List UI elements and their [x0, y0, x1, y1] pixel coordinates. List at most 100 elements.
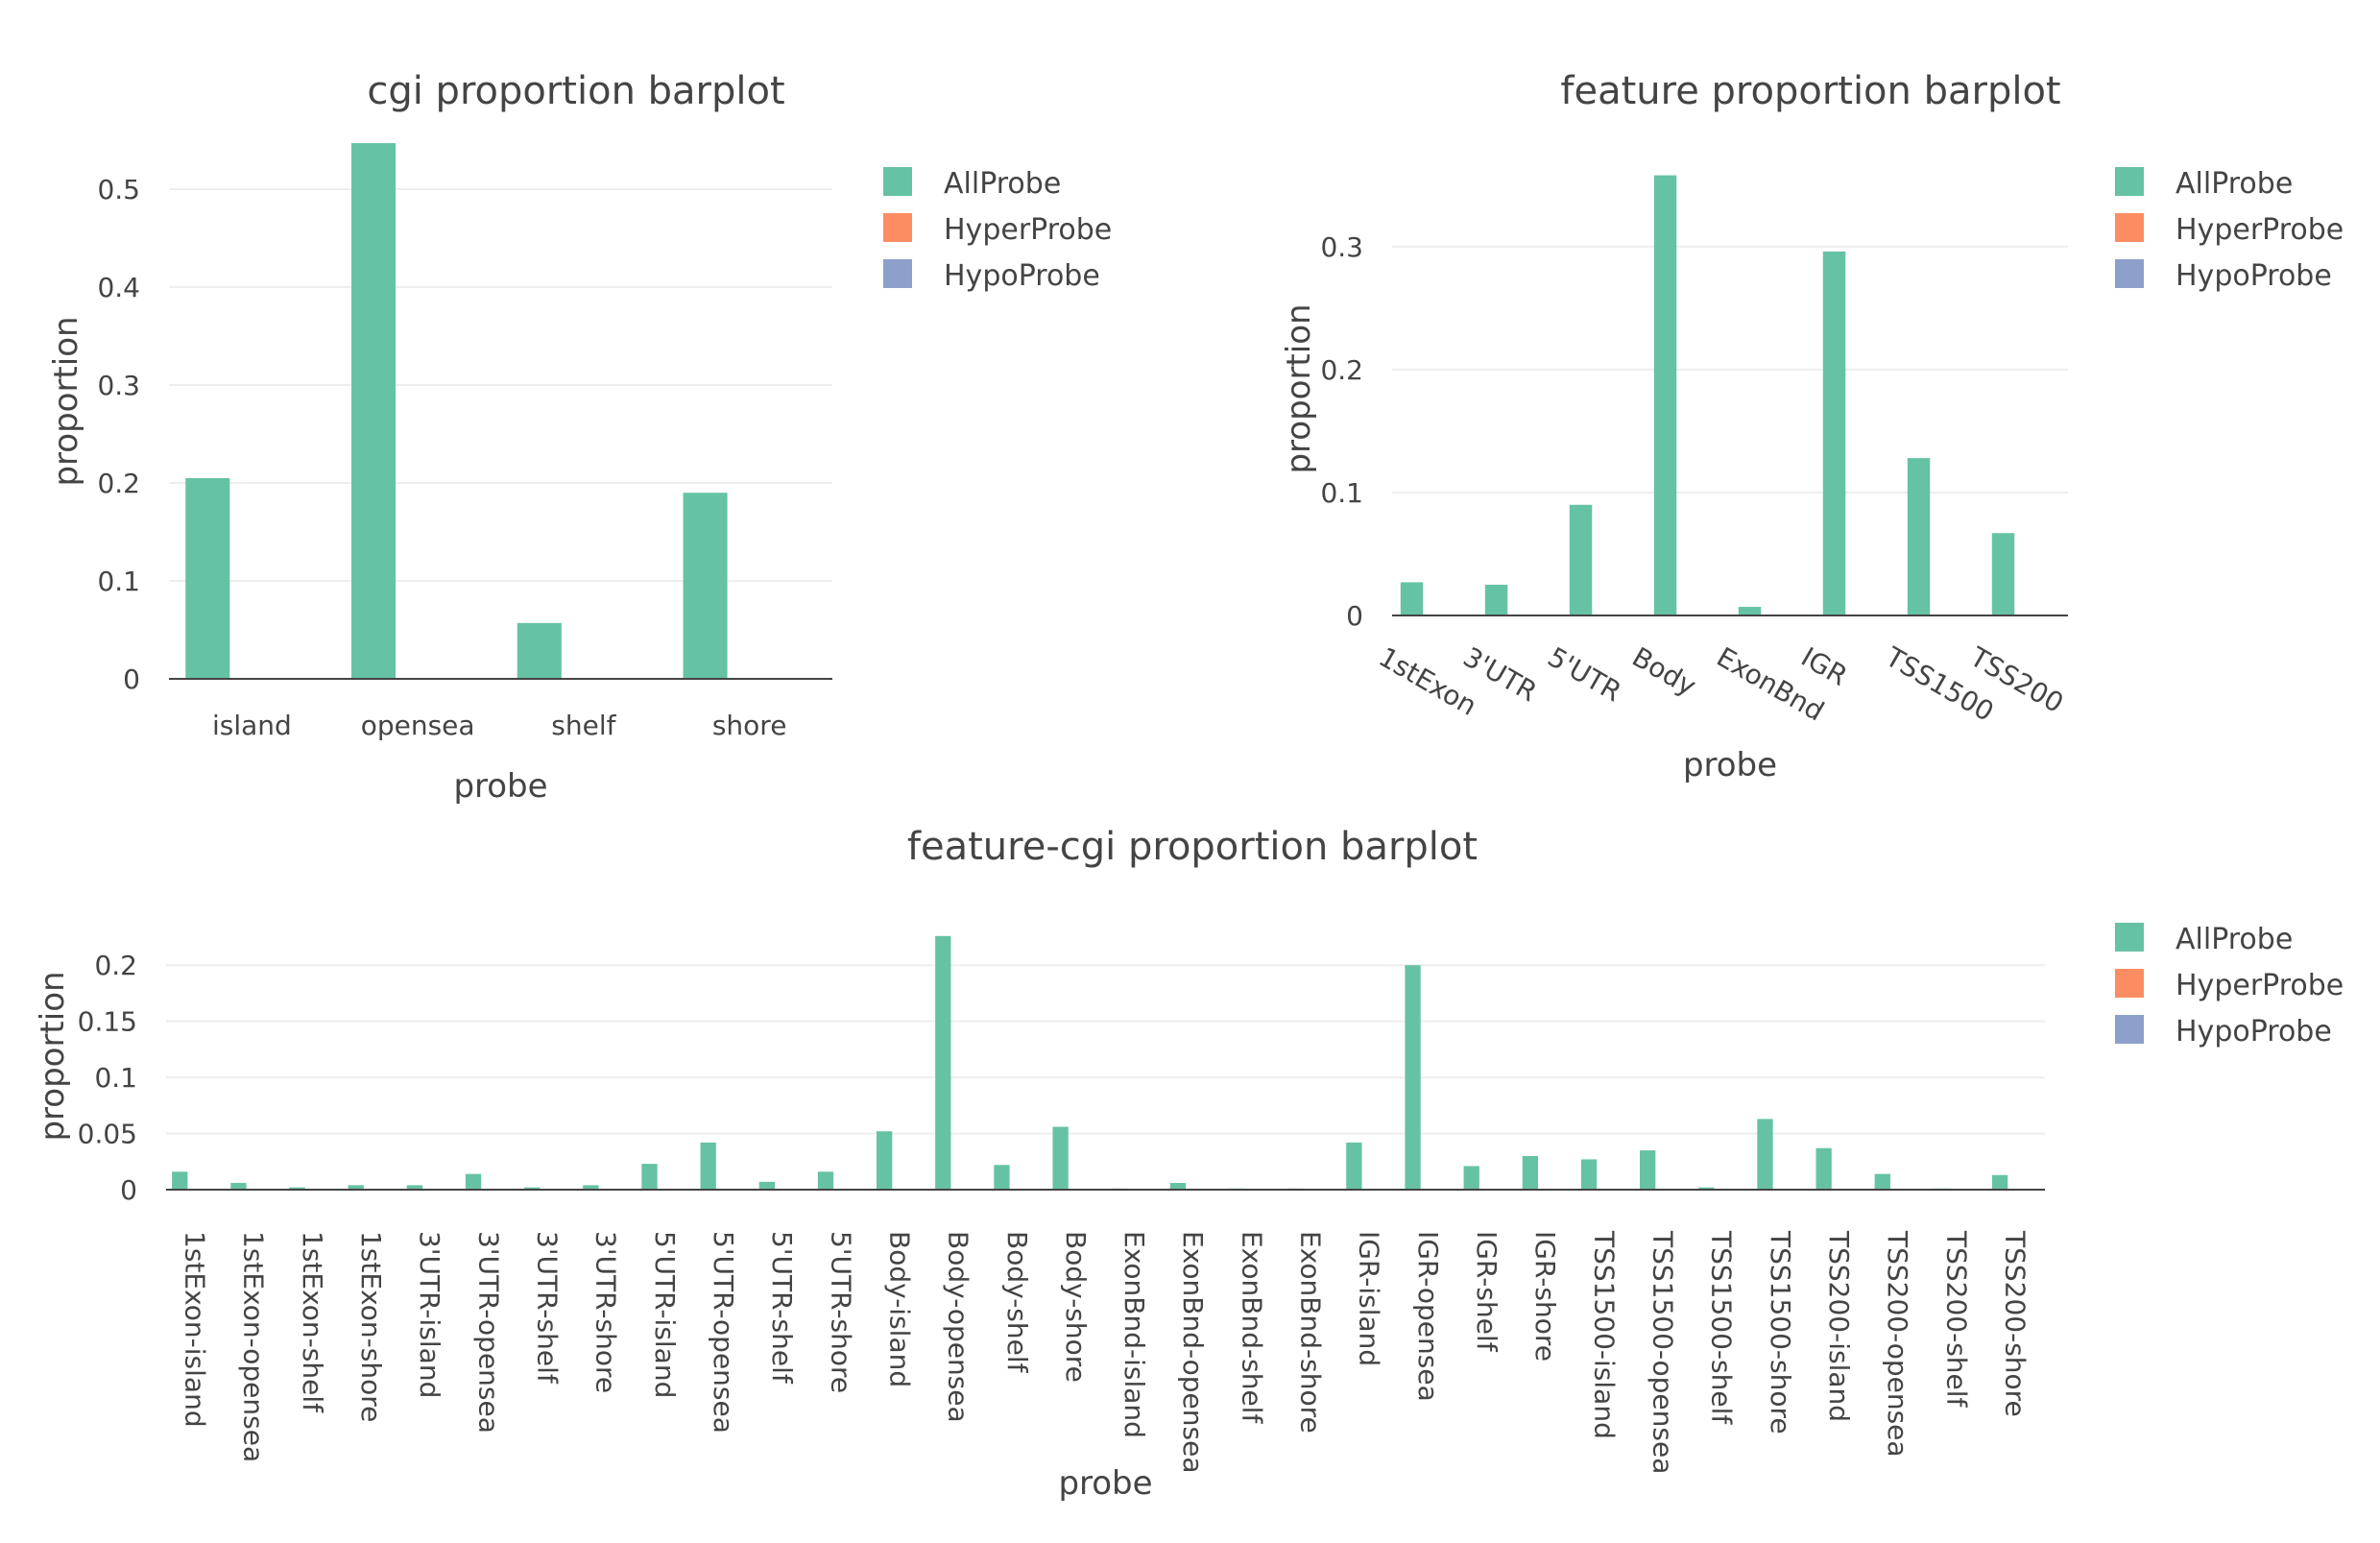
legend-label: HypoProbe [944, 259, 1100, 293]
x-tick-label: 1stExon-opensea [238, 1231, 270, 1462]
bar-allprobe [1653, 175, 1677, 616]
y-tick-label: 0.15 [78, 1006, 137, 1038]
x-tick-label: TSS1500-shelf [1706, 1230, 1738, 1425]
bar-allprobe [641, 1164, 658, 1190]
x-tick-label: TSS1500-opensea [1647, 1230, 1678, 1474]
bar-allprobe [1640, 1150, 1656, 1190]
chart-2: feature proportion barplot00.10.20.31stE… [1280, 69, 2344, 784]
y-tick-label: 0.05 [78, 1119, 137, 1150]
y-tick-label: 0.2 [1320, 354, 1363, 386]
legend-label: AllProbe [2176, 923, 2293, 956]
y-tick-label: 0 [1346, 600, 1363, 632]
bar-allprobe [524, 1187, 541, 1190]
legend-swatch [2115, 213, 2144, 242]
x-tick-label: TSS200-shore [1999, 1230, 2031, 1417]
y-tick-label: 0.1 [94, 1062, 137, 1094]
legend-swatch [883, 259, 912, 288]
x-tick-label: opensea [361, 710, 475, 741]
x-tick-label: 5'UTR-island [649, 1231, 681, 1398]
legend-swatch [883, 213, 912, 242]
bar-allprobe [348, 1185, 364, 1190]
legend-swatch [2115, 259, 2144, 288]
bar-allprobe [185, 477, 230, 679]
bar-allprobe [1169, 1182, 1187, 1190]
y-tick-label: 0.4 [97, 272, 140, 303]
x-tick-label: 3'UTR-shelf [532, 1231, 564, 1385]
x-tick-label: TSS200-opensea [1882, 1230, 1913, 1458]
bar-allprobe [935, 935, 951, 1190]
bar-allprobe [758, 1181, 775, 1190]
bar-allprobe [172, 1171, 188, 1190]
bar-allprobe [517, 622, 562, 679]
y-tick-label: 0.3 [97, 370, 140, 401]
chart-title: cgi proportion barplot [367, 69, 784, 113]
bar-allprobe [1400, 582, 1424, 615]
legend: AllProbe HyperProbe HypoProbe [2115, 167, 2344, 293]
y-tick-label: 0.1 [97, 566, 140, 597]
x-tick-label: Body-island [883, 1231, 915, 1387]
bar-allprobe [465, 1173, 482, 1190]
x-tick-label: 1stExon-island [180, 1231, 211, 1428]
x-tick-label: TSS1500-shore [1765, 1230, 1796, 1435]
x-tick-label: ExonBnd-shelf [1236, 1231, 1267, 1424]
x-axis-title: probe [1058, 1464, 1152, 1503]
bar-allprobe [1484, 584, 1508, 615]
legend-swatch [2115, 923, 2144, 952]
x-tick-label: 5'UTR [1543, 640, 1627, 708]
x-tick-label: island [212, 710, 292, 741]
y-axis-title: proportion [34, 971, 72, 1141]
legend-swatch [2115, 1015, 2144, 1044]
x-axis-title: probe [453, 767, 547, 806]
x-tick-label: ExonBnd-island [1118, 1231, 1150, 1438]
bar-allprobe [1991, 1174, 2008, 1190]
x-tick-label: ExonBnd-shore [1295, 1231, 1327, 1434]
bar-allprobe [1522, 1155, 1539, 1190]
x-tick-label: Body-shore [1060, 1231, 1092, 1383]
bar-allprobe [700, 1142, 716, 1190]
bar-allprobe [230, 1182, 247, 1190]
legend-swatch [883, 167, 912, 196]
x-tick-label: shore [712, 710, 787, 741]
bar-allprobe [1822, 251, 1846, 615]
bar-allprobe [289, 1187, 305, 1190]
bar-allprobe [1874, 1173, 1890, 1190]
legend-label: HypoProbe [2176, 1015, 2332, 1049]
legend: AllProbe HyperProbe HypoProbe [883, 167, 1112, 293]
x-tick-label: shelf [551, 710, 616, 741]
bar-allprobe [817, 1171, 834, 1190]
bar-allprobe [1052, 1126, 1069, 1190]
x-tick-label: Body-shelf [1001, 1231, 1033, 1374]
y-tick-label: 0 [120, 1174, 137, 1206]
bar-allprobe [1580, 1159, 1598, 1190]
bar-allprobe [351, 143, 397, 679]
x-tick-label: TSS200-shelf [1940, 1230, 1972, 1409]
y-tick-label: 0.5 [97, 174, 140, 205]
x-tick-label: 3'UTR-island [414, 1231, 445, 1398]
bar-allprobe [406, 1185, 423, 1190]
y-axis-title: proportion [47, 316, 85, 486]
chart-title: feature-cgi proportion barplot [907, 825, 1478, 869]
bar-allprobe [1463, 1166, 1479, 1190]
bar-allprobe [1757, 1119, 1773, 1190]
bar-allprobe [994, 1165, 1010, 1190]
legend-label: HyperProbe [944, 213, 1112, 247]
legend-label: HyperProbe [2176, 969, 2344, 1002]
x-axis-title: probe [1683, 746, 1777, 784]
legend: AllProbe HyperProbe HypoProbe [2115, 923, 2344, 1049]
bar-allprobe [876, 1131, 893, 1190]
x-tick-label: 3'UTR-opensea [472, 1231, 504, 1434]
bar-allprobe [1346, 1142, 1362, 1190]
x-tick-label: ExonBnd-opensea [1177, 1231, 1209, 1473]
x-tick-label: 5'UTR-shelf [766, 1231, 798, 1385]
bar-allprobe [583, 1185, 599, 1190]
x-tick-label: TSS200-island [1823, 1230, 1855, 1422]
bar-allprobe [1738, 607, 1762, 615]
legend-label: HyperProbe [2176, 213, 2344, 247]
y-tick-label: 0 [123, 663, 140, 695]
x-tick-label: IGR-island [1354, 1231, 1385, 1366]
y-tick-label: 0.1 [1320, 477, 1363, 509]
x-tick-label: IGR-shore [1529, 1231, 1561, 1362]
legend-label: AllProbe [944, 167, 1061, 201]
bar-allprobe [1815, 1147, 1832, 1190]
